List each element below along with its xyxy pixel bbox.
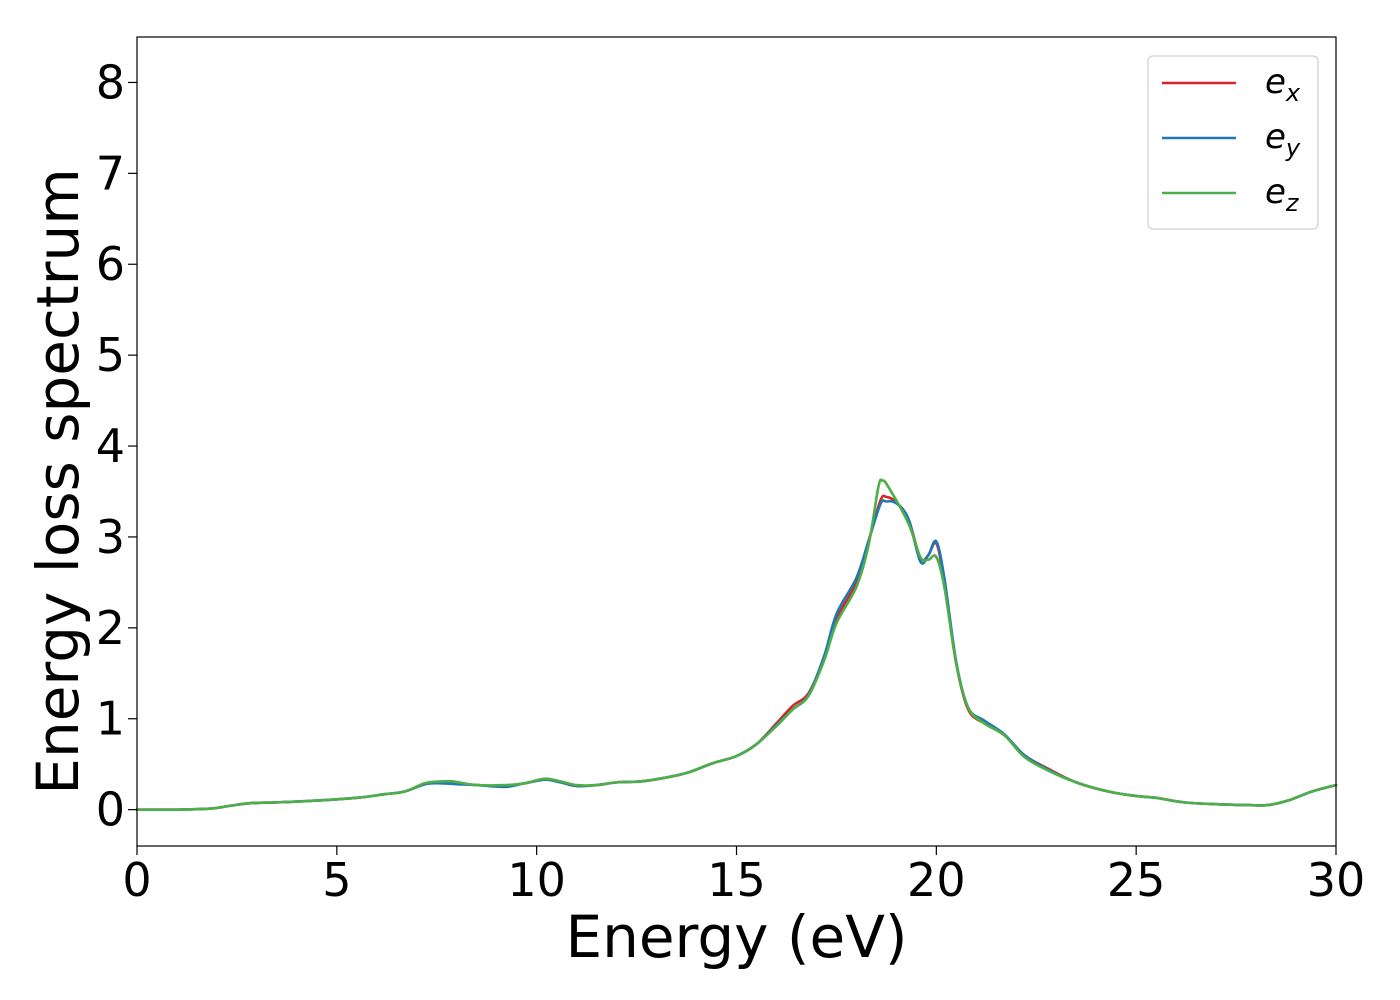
x-axis-ticks: 0 5 10 15 20 25 30 [122, 846, 1365, 907]
y-tick-label: 8 [96, 55, 125, 109]
legend-label: ey [1265, 117, 1301, 162]
series-line-e-y [135, 499, 1338, 812]
legend-label: ex [1265, 62, 1301, 107]
y-tick-label: 6 [96, 237, 125, 291]
y-axis-title: Energy loss spectrum [24, 168, 92, 794]
y-axis-ticks: 0 1 2 3 4 5 6 7 8 [96, 55, 137, 837]
x-tick-label: 5 [322, 853, 351, 907]
y-tick-label: 3 [96, 510, 125, 564]
series-line-e-z [135, 478, 1338, 812]
x-tick-label: 25 [1107, 853, 1166, 907]
x-tick-label: 0 [122, 853, 151, 907]
y-tick-label: 4 [96, 419, 125, 473]
y-tick-label: 1 [96, 692, 125, 746]
x-tick-label: 15 [707, 853, 766, 907]
x-axis-title: Energy (eV) [565, 903, 907, 971]
x-tick-label: 10 [507, 853, 566, 907]
legend: ex ey ez [1147, 55, 1319, 230]
y-tick-label: 0 [96, 783, 125, 837]
legend-box [1147, 55, 1319, 230]
y-tick-label: 2 [96, 601, 125, 655]
x-tick-label: 20 [907, 853, 966, 907]
series-line-e-x [135, 494, 1338, 812]
legend-label: ez [1265, 172, 1300, 217]
y-tick-label: 5 [96, 328, 125, 382]
y-tick-label: 7 [96, 146, 125, 200]
x-tick-label: 30 [1307, 853, 1366, 907]
plot-lines [135, 478, 1338, 812]
